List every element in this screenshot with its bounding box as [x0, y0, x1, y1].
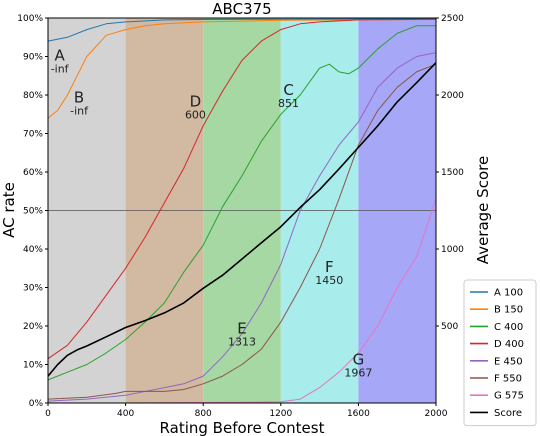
- y-tick-label-0: 0%: [29, 399, 44, 409]
- x-tick-label-5: 2000: [425, 409, 448, 419]
- series-line-0: [47, 18, 437, 42]
- annotation-value-3: 600: [185, 109, 206, 122]
- annotation-letter-5: F: [325, 258, 334, 276]
- series-line-3: [47, 18, 437, 360]
- y2-tick-label-2: 1500: [441, 168, 464, 178]
- legend: A 100 B 150 C 400 D 400 E 450 F 550 G 575 Score: [463, 279, 537, 427]
- y-tick-label-9: 90%: [23, 53, 43, 63]
- annotation-letter-3: D: [190, 93, 202, 111]
- y-tick-label-5: 50%: [23, 207, 43, 217]
- x-tick-label-1: 400: [117, 409, 134, 419]
- series-line-2: [47, 25, 436, 381]
- x-tick-label-0: 0: [45, 409, 51, 419]
- annotation-value-2: 851: [278, 97, 299, 110]
- series-line-7: [47, 62, 437, 377]
- y-tick-label-2: 20%: [23, 322, 43, 332]
- annotation-value-5: 1450: [315, 274, 343, 287]
- legend-label-7: Score: [494, 408, 522, 419]
- y-tick-label-4: 40%: [23, 245, 43, 255]
- legend-box: [463, 279, 537, 427]
- y2-tick-label-4: 2500: [441, 14, 464, 24]
- y-tick-label-8: 80%: [23, 91, 43, 101]
- legend-label-0: A 100: [494, 288, 523, 299]
- x-tick-label-4: 1600: [347, 409, 370, 419]
- y-axis-label: AC rate: [0, 182, 18, 238]
- y-tick-label-10: 100%: [17, 14, 43, 24]
- annotation-letter-6: G: [353, 351, 365, 369]
- legend-label-2: C 400: [494, 322, 523, 333]
- annotation-letter-1: B: [74, 89, 84, 107]
- y2-tick-label-1: 1000: [441, 245, 464, 255]
- y2-tick-label-3: 2000: [441, 91, 464, 101]
- y-tick-label-7: 70%: [23, 130, 43, 140]
- annotation-letter-4: E: [237, 320, 246, 338]
- y2-axis-label: Average Score: [474, 156, 492, 264]
- annotation-letter-2: C: [283, 81, 293, 99]
- y-tick-label-1: 10%: [23, 361, 43, 371]
- legend-label-3: D 400: [494, 339, 524, 350]
- annotation-letter-0: A: [55, 46, 66, 64]
- y-tick-label-3: 30%: [23, 284, 43, 294]
- x-axis-label: Rating Before Contest: [160, 419, 325, 436]
- annotation-value-0: -inf: [51, 62, 70, 75]
- series-line-1: [47, 19, 437, 119]
- x-tick-label-3: 1200: [269, 409, 292, 419]
- series-line-6: [48, 198, 437, 404]
- legend-label-6: G 575: [494, 391, 524, 402]
- x-tick-label-2: 800: [195, 409, 212, 419]
- annotation-value-1: -inf: [70, 105, 89, 118]
- annotation-value-6: 1967: [344, 367, 372, 380]
- legend-label-1: B 150: [494, 305, 523, 316]
- series-line-4: [47, 52, 437, 402]
- chart-title: ABC375: [212, 0, 271, 18]
- series-line-5: [47, 63, 437, 400]
- y2-tick-label-0: 500: [441, 322, 458, 332]
- y-tick-label-6: 60%: [23, 168, 43, 178]
- legend-label-5: F 550: [494, 374, 522, 385]
- legend-label-4: E 450: [494, 356, 523, 367]
- annotation-value-4: 1313: [228, 336, 256, 349]
